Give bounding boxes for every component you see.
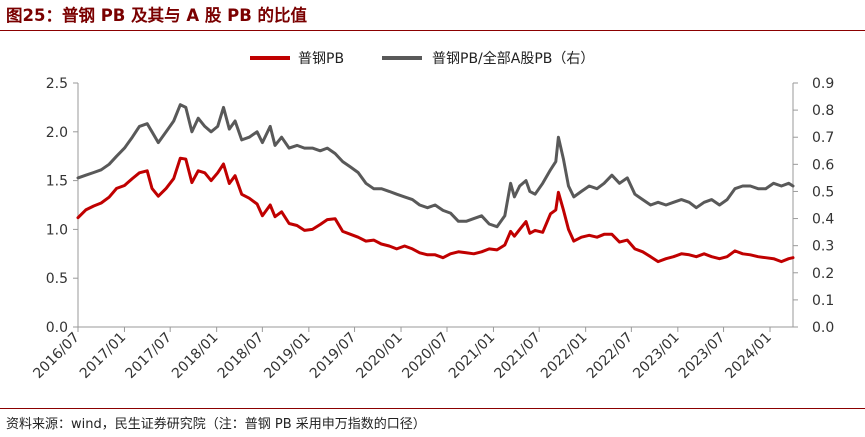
left-axis: 0.0 0.5 1.0 1.5 2.0 2.5: [46, 76, 79, 336]
x-tick-label: 2018/01: [169, 330, 221, 382]
left-tick-label: 0.0: [46, 320, 68, 336]
x-tick-label: 2020/01: [353, 330, 405, 382]
series-line-ratio: [76, 103, 795, 229]
x-tick-label: 2020/07: [399, 330, 451, 382]
left-tick-label: 2.5: [46, 76, 68, 92]
right-tick-label: 0.8: [812, 103, 834, 119]
left-tick-label: 1.5: [46, 174, 68, 190]
right-tick-label: 0.3: [812, 239, 834, 255]
x-tick-label: 2019/01: [261, 330, 313, 382]
right-tick-label: 0.9: [812, 76, 834, 92]
x-tick-label: 2017/01: [77, 330, 129, 382]
x-tick-label: 2018/07: [215, 330, 267, 382]
left-tick-label: 2.0: [46, 125, 68, 141]
x-tick-label: 2023/07: [676, 330, 728, 382]
legend: 普钢PB 普钢PB/全部A股PB（右）: [250, 50, 594, 67]
x-axis: 2016/072017/012017/072018/012018/072019/…: [30, 326, 793, 382]
source-note: 资料来源：wind，民生证券研究院（注：普钢 PB 采用申万指数的口径）: [6, 417, 426, 432]
pb-chart: 普钢PB 普钢PB/全部A股PB（右） 0.0 0.5 1.0 1.5 2.0 2.5 0.…: [30, 50, 834, 382]
x-tick-label: 2024/01: [722, 330, 774, 382]
footer-rule: [0, 408, 865, 409]
right-tick-label: 0.1: [812, 293, 834, 309]
right-tick-label: 0.6: [812, 157, 834, 173]
legend-label-ratio: 普钢PB/全部A股PB（右）: [432, 50, 594, 67]
x-tick-label: 2023/01: [630, 330, 682, 382]
x-tick-label: 2021/01: [446, 330, 498, 382]
plot-area: [76, 103, 795, 264]
x-tick-label: 2019/07: [307, 330, 359, 382]
right-tick-label: 0.7: [812, 130, 834, 146]
x-tick-label: 2022/07: [584, 330, 636, 382]
x-tick-label: 2021/07: [492, 330, 544, 382]
right-tick-label: 0.5: [812, 184, 834, 200]
x-tick-label: 2022/01: [538, 330, 590, 382]
left-tick-label: 1.0: [46, 222, 68, 238]
x-tick-label: 2016/07: [30, 330, 82, 382]
left-tick-label: 0.5: [46, 271, 68, 287]
x-tick-label: 2017/07: [123, 330, 175, 382]
right-tick-label: 0.4: [812, 212, 834, 228]
title-rule: [0, 30, 865, 31]
series-line-pb: [76, 156, 795, 264]
right-tick-label: 0.0: [812, 320, 834, 336]
legend-label-pb: 普钢PB: [298, 51, 344, 67]
chart-title: 图25：普钢 PB 及其与 A 股 PB 的比值: [6, 6, 308, 25]
right-tick-label: 0.2: [812, 266, 834, 282]
right-axis: 0.0 0.1 0.2 0.3 0.4 0.5 0.6 0.7 0.8 0.9: [792, 76, 834, 336]
